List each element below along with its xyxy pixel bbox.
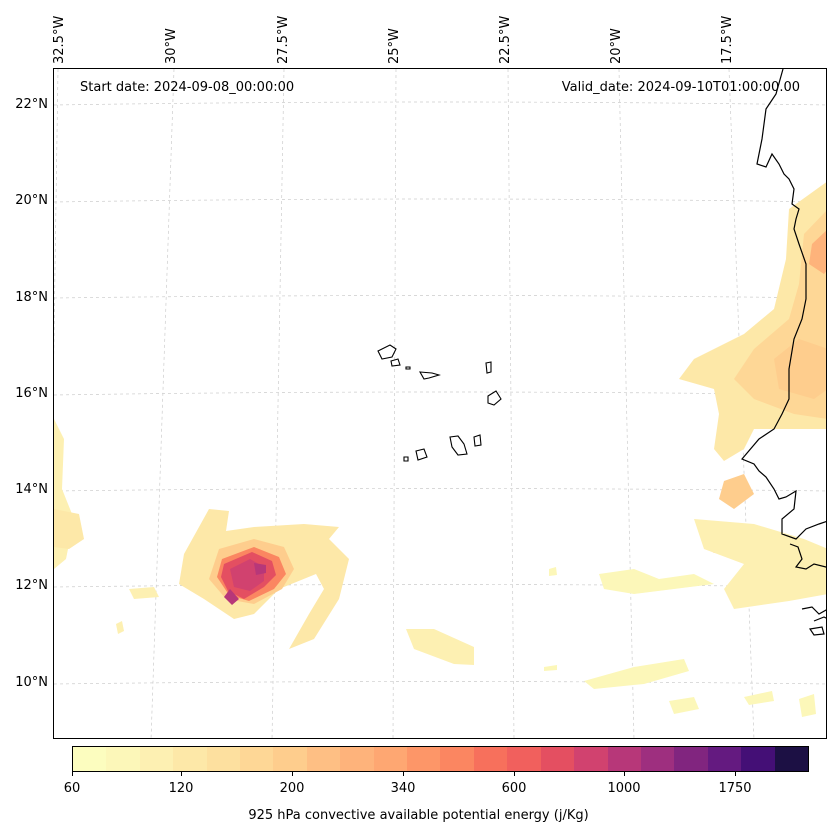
coastline-africa bbox=[741, 69, 826, 636]
colorbar-cell-6 bbox=[273, 747, 307, 771]
colorbar-tick bbox=[624, 772, 625, 776]
lat-label-22n: 22°N bbox=[15, 97, 48, 112]
gridline-lat-22 bbox=[54, 101, 826, 106]
map-panel: Start date: 2024-09-08_00:00:00 Valid_da… bbox=[53, 68, 827, 739]
lon-label-30w: 30°W bbox=[164, 28, 179, 64]
colorbar-cell-9 bbox=[373, 747, 408, 771]
lon-label-17-5w: 17.5°W bbox=[720, 15, 735, 64]
lon-label-25w: 25°W bbox=[387, 28, 402, 64]
colorbar-cell-17 bbox=[640, 747, 675, 771]
island-sao-nicolau bbox=[419, 371, 441, 380]
colorbar-cell-1 bbox=[106, 747, 140, 771]
island-maio bbox=[473, 434, 482, 447]
colorbar-label-1750: 1750 bbox=[718, 781, 752, 796]
colorbar-cell-8 bbox=[340, 747, 374, 771]
colorbar-label-60: 60 bbox=[63, 781, 81, 796]
colorbar-cell-5 bbox=[240, 747, 274, 771]
island-brava bbox=[403, 456, 409, 462]
island-boa-vista bbox=[487, 390, 502, 406]
colorbar-cell-4 bbox=[206, 747, 241, 771]
cape-field-storm bbox=[116, 509, 816, 717]
lon-label-27-5w: 27.5°W bbox=[276, 15, 291, 64]
colorbar-label-600: 600 bbox=[501, 781, 527, 796]
colorbar-label-1000: 1000 bbox=[607, 781, 641, 796]
gridline-lat-14 bbox=[54, 488, 826, 492]
lat-label-14n: 14°N bbox=[15, 482, 48, 497]
gridline-lon-20 bbox=[618, 69, 635, 738]
colorbar-cell-19 bbox=[707, 747, 742, 771]
lat-label-20n: 20°N bbox=[15, 193, 48, 208]
map-canvas bbox=[54, 69, 826, 738]
colorbar-tick bbox=[72, 772, 73, 776]
lat-label-12n: 12°N bbox=[15, 578, 48, 593]
colorbar-label-200: 200 bbox=[279, 781, 305, 796]
colorbar-cell-20 bbox=[741, 747, 775, 771]
colorbar-cell-16 bbox=[607, 747, 641, 771]
colorbar-label-120: 120 bbox=[168, 781, 194, 796]
gridline-lon-32_5 bbox=[54, 69, 59, 361]
gridline-lat-12 bbox=[54, 584, 826, 588]
island-sao-vicente bbox=[390, 358, 401, 367]
colorbar-tick bbox=[735, 772, 736, 776]
island-santo-antao bbox=[377, 344, 397, 360]
lat-label-10n: 10°N bbox=[15, 675, 48, 690]
colorbar-cell-10 bbox=[407, 747, 441, 771]
colorbar-label-340: 340 bbox=[390, 781, 416, 796]
colorbar-cell-3 bbox=[173, 747, 207, 771]
start-date-label: Start date: 2024-09-08_00:00:00 bbox=[80, 80, 295, 95]
cape-field-west-edge bbox=[54, 419, 84, 569]
cabo-verde-islands bbox=[377, 344, 502, 462]
gridlines bbox=[54, 69, 826, 738]
gridline-lat-16 bbox=[54, 391, 826, 396]
colorbar-cell-0 bbox=[73, 747, 107, 771]
colorbar bbox=[72, 746, 809, 772]
colorbar-cell-13 bbox=[507, 747, 541, 771]
colorbar-cell-15 bbox=[574, 747, 608, 771]
colorbar-tick bbox=[181, 772, 182, 776]
colorbar-cell-12 bbox=[473, 747, 508, 771]
lon-label-32-5w: 32.5°W bbox=[52, 15, 67, 64]
island-santa-luzia bbox=[405, 366, 411, 370]
colorbar-tick bbox=[403, 772, 404, 776]
gridline-lon-27_5 bbox=[271, 69, 285, 738]
colorbar-tick bbox=[292, 772, 293, 776]
colorbar-cell-14 bbox=[540, 747, 575, 771]
gridline-lat-18 bbox=[54, 295, 826, 299]
island-santiago bbox=[449, 435, 468, 456]
gridline-lon-30 bbox=[150, 69, 175, 738]
island-sal bbox=[485, 361, 492, 374]
colorbar-cell-21 bbox=[774, 747, 808, 771]
colorbar-cell-11 bbox=[440, 747, 474, 771]
island-fogo bbox=[415, 448, 428, 461]
gridline-lat-10 bbox=[54, 681, 826, 685]
colorbar-cell-7 bbox=[306, 747, 341, 771]
gridline-lon-25 bbox=[392, 69, 397, 738]
lat-label-18n: 18°N bbox=[15, 290, 48, 305]
colorbar-cell-18 bbox=[674, 747, 708, 771]
colorbar-title: 925 hPa convective available potential e… bbox=[248, 808, 589, 823]
gridline-lon-17_5 bbox=[728, 69, 755, 738]
lon-label-22-5w: 22.5°W bbox=[498, 15, 513, 64]
gridline-lat-20 bbox=[54, 198, 826, 203]
gridline-lon-22_5 bbox=[507, 69, 515, 738]
lat-label-16n: 16°N bbox=[15, 386, 48, 401]
colorbar-cell-2 bbox=[139, 747, 174, 771]
colorbar-tick bbox=[514, 772, 515, 776]
valid-date-label: Valid_date: 2024-09-10T01:00:00.00 bbox=[561, 80, 800, 95]
lon-label-20w: 20°W bbox=[609, 28, 624, 64]
